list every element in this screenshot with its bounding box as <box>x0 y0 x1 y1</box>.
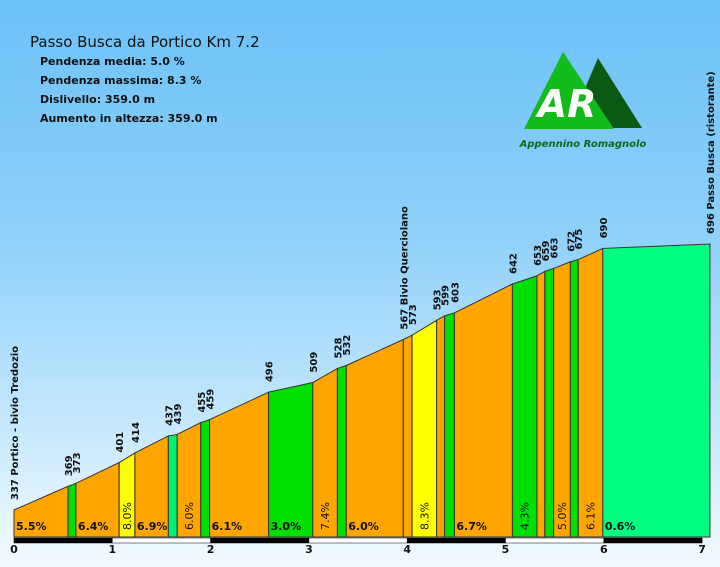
grade-segment <box>602 243 711 538</box>
grade-segment <box>536 270 546 538</box>
grade-segment <box>209 391 270 538</box>
logo-letters: AR <box>535 82 597 126</box>
elevation-label: 672 <box>566 231 577 252</box>
grade-label: 6.9% <box>137 520 168 533</box>
grade-label: 6.0% <box>348 520 379 533</box>
scale-bar-segment <box>505 537 605 544</box>
elevation-label: 496 <box>265 361 276 382</box>
logo-caption: Appennino Romagnolo <box>519 139 647 150</box>
grade-segment <box>453 283 513 538</box>
x-tick-label: 1 <box>108 543 116 556</box>
grade-segment <box>577 247 604 538</box>
grade-segment <box>167 433 178 538</box>
grade-segment <box>436 315 446 538</box>
elevation-label: 675 <box>574 229 585 250</box>
x-tick-label: 7 <box>698 543 706 556</box>
elevation-label: 439 <box>173 404 184 425</box>
elevation-label: 603 <box>450 282 461 303</box>
grade-label: 7.4% <box>319 502 332 530</box>
elevation-label: 369 <box>64 455 75 476</box>
stat-max-grade: Pendenza massima: 8.3 % <box>40 74 202 87</box>
grade-segment <box>511 275 538 538</box>
x-tick-label: 6 <box>600 543 608 556</box>
x-tick-label: 2 <box>207 543 215 556</box>
elevation-label: 459 <box>206 389 217 410</box>
grade-segment <box>444 312 455 538</box>
grade-label: 4.3% <box>519 502 532 530</box>
elevation-label: 401 <box>115 432 126 453</box>
elevation-label: 690 <box>599 218 610 239</box>
grade-segment <box>553 261 571 538</box>
grade-label: 6.1% <box>585 502 598 530</box>
elevation-label: 528 <box>333 338 344 359</box>
elevation-label: 455 <box>197 392 208 413</box>
grade-segment <box>544 267 555 538</box>
scale-bar-segment <box>112 537 211 544</box>
logo: AR Appennino Romagnolo <box>519 52 647 150</box>
grade-label: 6.0% <box>183 502 196 530</box>
chart-title: Passo Busca da Portico Km 7.2 <box>30 33 260 51</box>
elevation-label: 337 Portico - bivio Tredozio <box>10 346 21 500</box>
grade-label: 8.0% <box>121 502 134 530</box>
scale-bar-segment <box>308 537 408 544</box>
grade-segment <box>67 482 77 538</box>
elevation-label: 414 <box>131 422 142 443</box>
elevation-label: 532 <box>342 335 353 356</box>
elevation-label: 663 <box>550 238 561 259</box>
scale-bar-segment <box>210 537 310 544</box>
grade-segment <box>569 258 579 538</box>
elevation-label: 437 <box>164 405 175 426</box>
logo-light-triangle <box>524 52 614 129</box>
elevation-label: 599 <box>441 285 452 306</box>
grade-label: 6.4% <box>78 520 109 533</box>
elevation-label: 642 <box>508 253 519 274</box>
elevation-label: 567 Bivio Querciolano <box>399 206 410 330</box>
grade-label: 3.0% <box>271 520 302 533</box>
x-tick-label: 4 <box>403 543 411 556</box>
stat-average-grade: Pendenza media: 5.0 % <box>40 55 185 68</box>
stat-elevation-gain: Dislivello: 359.0 m <box>40 93 156 106</box>
grade-segment <box>268 381 314 538</box>
x-tick-label: 0 <box>10 543 18 556</box>
elevation-label: 373 <box>72 452 83 473</box>
elevation-label: 573 <box>408 304 419 325</box>
elevation-label: 593 <box>433 289 444 310</box>
scale-bar-segment <box>13 537 113 544</box>
elevation-label: 653 <box>533 245 544 266</box>
x-tick-label: 3 <box>305 543 313 556</box>
grade-segment <box>200 418 211 538</box>
grade-segment <box>402 334 413 538</box>
stat-total-ascent: Aumento in altezza: 359.0 m <box>40 112 218 125</box>
scale-bar-segment <box>603 537 703 544</box>
elevation-label: 509 <box>309 352 320 373</box>
grade-segment <box>336 364 347 538</box>
x-tick-label: 5 <box>502 543 510 556</box>
scale-bar-segment <box>406 537 506 544</box>
elevation-label: 659 <box>541 240 552 261</box>
elevation-label: 696 Passo Busca (ristorante) <box>706 71 717 234</box>
grade-label: 6.7% <box>456 520 487 533</box>
grade-segment <box>345 338 404 538</box>
grade-label: 6.1% <box>212 520 243 533</box>
grade-label: 5.5% <box>16 520 47 533</box>
grade-label: 0.6% <box>605 520 636 533</box>
grade-label: 8.3% <box>418 502 431 530</box>
grade-label: 5.0% <box>556 502 569 530</box>
